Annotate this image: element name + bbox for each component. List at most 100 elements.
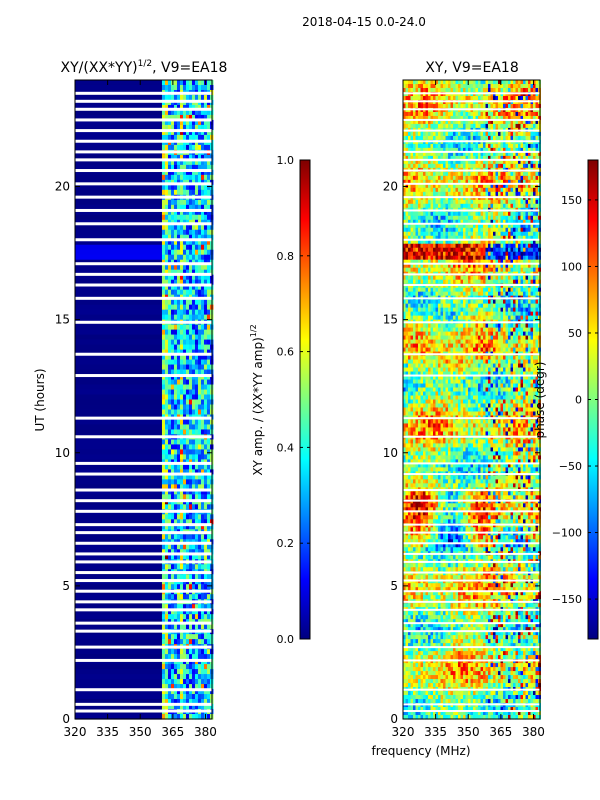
heatmap-cell (413, 95, 416, 101)
heatmap-cell (191, 204, 196, 211)
heatmap-cell (455, 123, 459, 129)
heatmap-cell (465, 103, 469, 109)
heatmap-cell (510, 83, 514, 89)
heatmap-cell (423, 223, 426, 229)
heatmap-cell (197, 269, 202, 276)
heatmap-cell (443, 223, 446, 229)
heatmap-cell (525, 163, 529, 169)
heatmap-cell (75, 354, 162, 361)
heatmap-cell (488, 187, 491, 193)
heatmap-cell (176, 469, 181, 475)
heatmap-cell (488, 115, 491, 121)
heatmap-cell (473, 227, 476, 233)
heatmap-cell (182, 204, 187, 211)
heatmap-cell (206, 199, 211, 206)
heatmap-cell (535, 80, 539, 85)
heatmap-cell (445, 223, 449, 229)
heatmap-cell (75, 464, 162, 470)
heatmap-cell (185, 684, 190, 690)
heatmap-cell (167, 229, 172, 236)
heatmap-cell (433, 119, 436, 125)
heatmap-cell (518, 203, 521, 209)
heatmap-cell (413, 175, 416, 181)
heatmap-cell (448, 231, 451, 237)
heatmap-cell (523, 203, 526, 209)
heatmap-cell (206, 524, 211, 530)
heatmap-cell (197, 204, 202, 211)
heatmap-cell (423, 87, 426, 93)
heatmap-cell (453, 219, 456, 225)
heatmap-cell (480, 123, 484, 129)
heatmap-cell (182, 314, 187, 321)
heatmap-cell (188, 264, 193, 271)
heatmap-cell (463, 163, 466, 169)
heatmap-cell (503, 239, 506, 245)
heatmap-cell (510, 243, 514, 249)
heatmap-cell (176, 209, 181, 216)
heatmap-cell (173, 189, 178, 196)
heatmap-cell (488, 255, 491, 261)
heatmap-cell (428, 187, 431, 193)
heatmap-cell (200, 654, 205, 660)
heatmap-cell (185, 624, 190, 630)
heatmap-cell (206, 389, 211, 396)
heatmap-cell (200, 439, 205, 446)
heatmap-cell (191, 604, 196, 610)
heatmap-cell (203, 264, 208, 271)
heatmap-cell (433, 231, 436, 237)
heatmap-cell (420, 115, 424, 121)
heatmap-cell (188, 384, 193, 391)
heatmap-cell (176, 289, 181, 296)
heatmap-cell (448, 147, 451, 153)
heatmap-cell (197, 399, 202, 406)
heatmap-cell (170, 464, 175, 470)
heatmap-cell (403, 251, 406, 257)
heatmap-cell (75, 654, 162, 660)
heatmap-cell (498, 227, 501, 233)
heatmap-cell (443, 123, 446, 129)
heatmap-cell (164, 364, 169, 371)
heatmap-cell (523, 239, 526, 245)
heatmap-cell (203, 694, 208, 700)
heatmap-cell (435, 95, 439, 101)
heatmap-cell (182, 699, 187, 705)
heatmap-cell (194, 424, 199, 431)
heatmap-cell (528, 179, 531, 185)
heatmap-cell (191, 369, 196, 376)
heatmap-cell (518, 171, 521, 177)
heatmap-cell (413, 183, 416, 189)
heatmap-cell (498, 263, 501, 269)
heatmap-cell (428, 251, 431, 257)
heatmap-cell (188, 484, 193, 490)
heatmap-cell (485, 223, 489, 229)
heatmap-cell (164, 584, 169, 590)
heatmap-cell (185, 494, 190, 500)
heatmap-cell (438, 215, 441, 221)
heatmap-cell (425, 103, 429, 109)
heatmap-cell (182, 419, 187, 426)
heatmap-cell (513, 171, 516, 177)
heatmap-cell (176, 454, 181, 461)
heatmap-cell (438, 123, 441, 129)
heatmap-cell (463, 203, 466, 209)
heatmap-cell (435, 147, 439, 153)
heatmap-cell (455, 151, 459, 157)
heatmap-cell (413, 223, 416, 229)
heatmap-cell (161, 204, 166, 211)
heatmap-cell (460, 171, 464, 177)
heatmap-cell (435, 175, 439, 181)
heatmap-cell (423, 199, 426, 205)
heatmap-cell (203, 669, 208, 675)
heatmap-cell (167, 669, 172, 675)
heatmap-cell (405, 251, 409, 257)
heatmap-cell (176, 324, 181, 331)
heatmap-cell (200, 334, 205, 341)
heatmap-cell (463, 219, 466, 225)
heatmap-cell (418, 251, 421, 257)
heatmap-cell (518, 155, 521, 161)
heatmap-cell (465, 131, 469, 137)
heatmap-cell (530, 123, 534, 129)
heatmap-cell (182, 309, 187, 316)
heatmap-cell (530, 219, 534, 225)
heatmap-cell (161, 119, 166, 126)
